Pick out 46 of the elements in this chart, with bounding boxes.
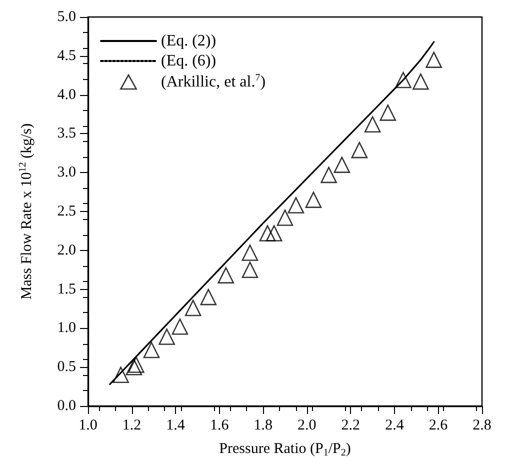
y-tick-label: 5.0 <box>57 9 76 25</box>
point <box>364 116 381 133</box>
y-tick-label: 4.0 <box>57 86 76 103</box>
x-tick-label: 1.4 <box>166 418 186 434</box>
point <box>172 318 188 335</box>
point <box>395 72 412 88</box>
x-tick-label: 2.0 <box>298 418 316 434</box>
point <box>242 244 258 261</box>
y-tick-label: 0.0 <box>57 398 76 414</box>
point <box>200 288 217 306</box>
x-tick-label: 2.4 <box>385 418 404 434</box>
y-tick-label: 0.5 <box>57 359 76 376</box>
point <box>412 73 429 90</box>
point <box>242 262 258 278</box>
x-tick-label: 1.6 <box>210 418 230 434</box>
x-tick-label: 2.8 <box>472 418 492 434</box>
y-tick-label: 1.0 <box>57 320 76 336</box>
legend-label: (Eq. (2)) <box>161 32 216 50</box>
point <box>334 156 350 173</box>
x-tick-label: 1.2 <box>122 418 142 434</box>
y-axis-title: Mass Flow Rate x 1012 (kg/s) <box>18 123 35 300</box>
point <box>184 300 202 316</box>
point <box>380 104 396 121</box>
point <box>305 192 322 208</box>
point <box>276 210 294 226</box>
point <box>112 366 129 384</box>
point <box>266 225 282 242</box>
x-tick-label: 1.8 <box>254 418 272 434</box>
point <box>158 328 175 345</box>
x-tick-label: 2.6 <box>428 418 448 434</box>
point <box>426 52 442 68</box>
y-tick-label: 2.5 <box>57 204 76 220</box>
point <box>288 197 304 214</box>
x-tick-label: 2.2 <box>341 418 360 434</box>
point <box>218 267 234 284</box>
y-tick-label: 3.0 <box>57 164 76 181</box>
point <box>259 225 276 242</box>
y-tick-label: 2.0 <box>57 242 76 258</box>
x-tick-label: 1.0 <box>78 418 98 434</box>
y-tick-label: 4.5 <box>57 48 76 64</box>
point <box>143 342 160 358</box>
point <box>320 166 337 184</box>
y-tick-label: 1.5 <box>57 281 76 298</box>
point <box>351 142 368 158</box>
legend-label: (Eq. (6)) <box>161 52 216 70</box>
y-tick-label: 3.5 <box>57 126 76 142</box>
